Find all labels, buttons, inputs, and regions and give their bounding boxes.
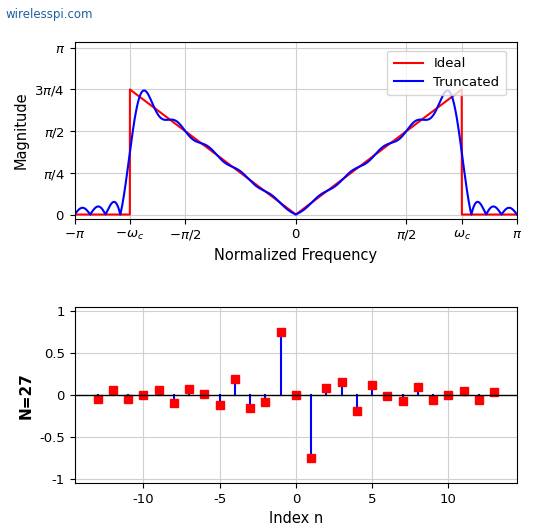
Truncated bbox=[141, 87, 147, 93]
Ideal bbox=[127, 87, 133, 93]
Truncated bbox=[337, 179, 343, 185]
X-axis label: Index n: Index n bbox=[269, 511, 323, 527]
Truncated bbox=[359, 162, 366, 168]
Ideal bbox=[435, 104, 442, 110]
Truncated bbox=[435, 102, 442, 108]
Ideal bbox=[71, 211, 78, 218]
Truncated bbox=[71, 211, 78, 218]
Ideal bbox=[514, 211, 520, 218]
Ideal bbox=[337, 178, 343, 184]
Text: wirelesspi.com: wirelesspi.com bbox=[5, 8, 93, 21]
Ideal bbox=[152, 105, 158, 112]
Line: Truncated: Truncated bbox=[75, 90, 517, 215]
Ideal bbox=[240, 172, 247, 178]
Truncated bbox=[514, 211, 520, 218]
Truncated bbox=[152, 106, 158, 113]
X-axis label: Normalized Frequency: Normalized Frequency bbox=[214, 248, 377, 263]
Line: Ideal: Ideal bbox=[75, 90, 517, 215]
Truncated bbox=[401, 130, 408, 136]
Y-axis label: Magnitude: Magnitude bbox=[14, 92, 29, 169]
Ideal bbox=[401, 129, 408, 135]
Ideal bbox=[359, 161, 366, 167]
Legend: Ideal, Truncated: Ideal, Truncated bbox=[387, 51, 506, 95]
Y-axis label: N=27: N=27 bbox=[19, 372, 34, 418]
Truncated bbox=[240, 171, 247, 177]
